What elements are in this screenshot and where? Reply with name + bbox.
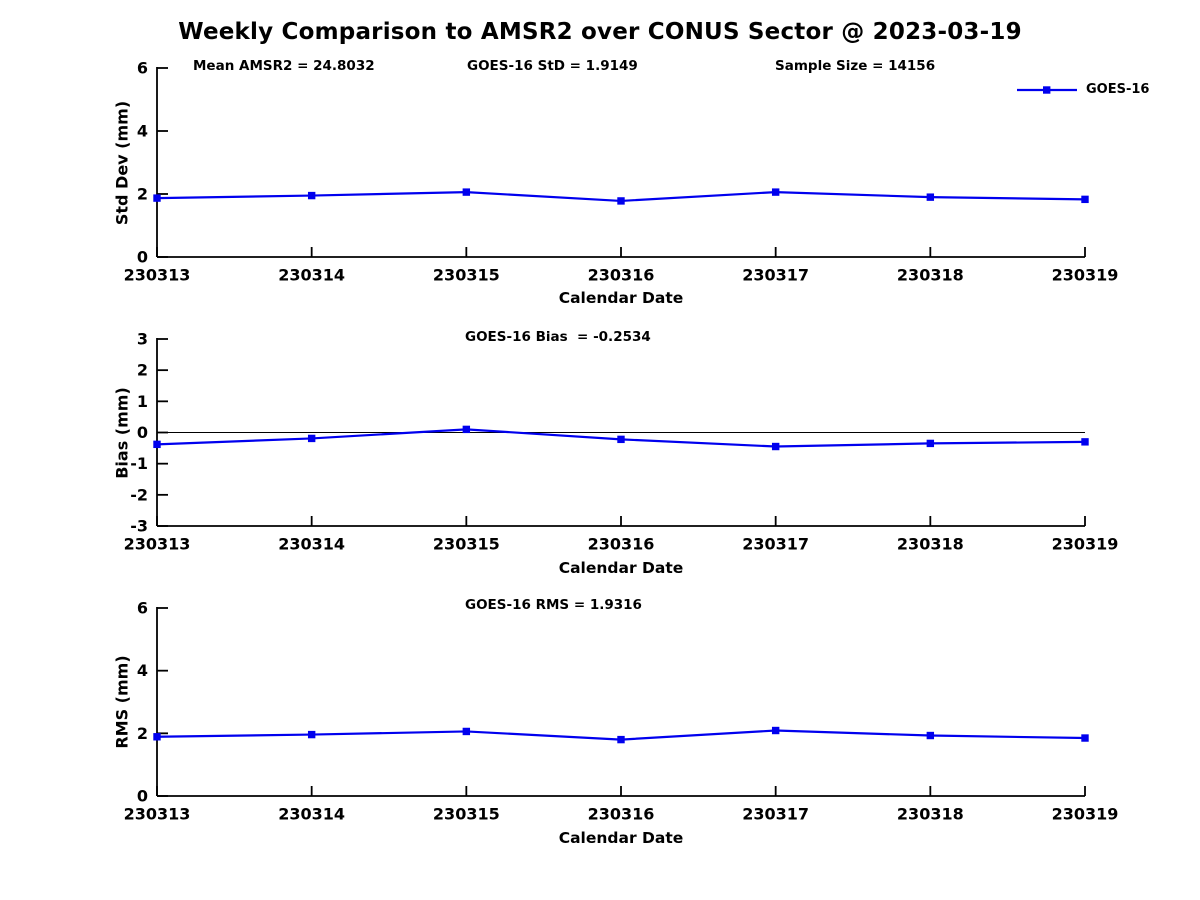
svg-text:4: 4 — [137, 661, 148, 680]
bias-marker — [926, 439, 935, 448]
svg-text:0: 0 — [137, 248, 148, 267]
std-dev-marker — [307, 191, 316, 200]
svg-text:230316: 230316 — [588, 535, 655, 554]
svg-text:230316: 230316 — [588, 266, 655, 285]
svg-text:0: 0 — [137, 787, 148, 806]
bias-marker — [307, 434, 316, 443]
annotation-mean-amsr2: Mean AMSR2 = 24.8032 — [193, 58, 375, 74]
std-dev-marker — [1081, 195, 1089, 204]
bias-marker — [617, 435, 625, 444]
svg-text:230314: 230314 — [278, 805, 345, 824]
bias-marker — [153, 440, 161, 449]
rms-marker — [153, 733, 161, 741]
std-dev-marker — [153, 194, 161, 202]
annotation-goes16-rms: GOES-16 RMS = 1.9316 — [465, 597, 642, 613]
std-dev-marker — [462, 188, 471, 196]
std-dev-marker — [771, 188, 780, 196]
bias-marker — [771, 442, 780, 451]
ylabel-rms: RMS (mm) — [112, 655, 132, 749]
svg-text:230314: 230314 — [278, 535, 345, 554]
annotation-sample-size: Sample Size = 14156 — [775, 58, 936, 74]
bias-plot: -3 -2 -1 0 1 2 3 230313 230314 230315 230316 230317… — [124, 330, 1119, 554]
svg-text:230317: 230317 — [742, 266, 809, 285]
rms-marker — [307, 730, 316, 739]
svg-text:230319: 230319 — [1052, 535, 1119, 554]
svg-text:-2: -2 — [130, 485, 148, 504]
legend: GOES-16 — [1016, 82, 1149, 97]
std-dev-marker — [617, 197, 625, 205]
xlabel-bias: Calendar Date — [558, 559, 684, 577]
svg-text:230318: 230318 — [897, 266, 964, 285]
xlabel-rms: Calendar Date — [558, 829, 684, 847]
rms-marker — [617, 735, 625, 744]
legend-line-marker-icon — [1017, 85, 1077, 94]
svg-text:230313: 230313 — [124, 535, 191, 554]
svg-text:230315: 230315 — [433, 266, 500, 285]
svg-text:3: 3 — [137, 330, 148, 349]
std-dev-marker — [926, 193, 935, 201]
svg-text:0: 0 — [137, 423, 148, 442]
svg-text:230317: 230317 — [742, 535, 809, 554]
svg-text:230313: 230313 — [124, 805, 191, 824]
svg-text:4: 4 — [137, 122, 148, 141]
rms-marker — [1081, 734, 1089, 742]
svg-text:1: 1 — [137, 392, 148, 411]
svg-text:2: 2 — [137, 724, 148, 743]
svg-text:230315: 230315 — [433, 535, 500, 554]
svg-text:-1: -1 — [130, 454, 148, 473]
xlabel-std-dev: Calendar Date — [558, 289, 684, 307]
rms-marker — [462, 727, 471, 736]
ylabel-bias: Bias (mm) — [112, 387, 132, 479]
annotation-goes16-bias: GOES-16 Bias = -0.2534 — [465, 329, 651, 345]
figure-title: Weekly Comparison to AMSR2 over CONUS Se… — [178, 19, 1022, 45]
svg-text:230318: 230318 — [897, 805, 964, 824]
bias-marker — [1081, 438, 1089, 446]
rms-marker — [771, 726, 780, 735]
svg-text:230319: 230319 — [1052, 266, 1119, 285]
std-dev-plot: 0 2 4 6 230313 230314 230315 230316 230317 230318… — [124, 59, 1119, 285]
rms-marker — [926, 731, 935, 740]
svg-text:230316: 230316 — [588, 805, 655, 824]
svg-text:2: 2 — [137, 361, 148, 380]
legend-label: GOES-16 — [1086, 82, 1150, 97]
svg-text:230319: 230319 — [1052, 805, 1119, 824]
svg-text:230318: 230318 — [897, 535, 964, 554]
svg-text:230314: 230314 — [278, 266, 345, 285]
annotation-goes16-std: GOES-16 StD = 1.9149 — [467, 58, 638, 74]
svg-text:230317: 230317 — [742, 805, 809, 824]
svg-text:-3: -3 — [130, 517, 148, 536]
ylabel-std-dev: Std Dev (mm) — [112, 100, 132, 226]
svg-text:230315: 230315 — [433, 805, 500, 824]
svg-text:2: 2 — [137, 185, 148, 204]
svg-text:6: 6 — [137, 599, 148, 618]
svg-text:6: 6 — [137, 59, 148, 78]
svg-text:230313: 230313 — [124, 266, 191, 285]
rms-plot: 0 2 4 6 230313 230314 230315 230316 230317 230318… — [124, 599, 1119, 824]
bias-marker — [462, 425, 471, 434]
